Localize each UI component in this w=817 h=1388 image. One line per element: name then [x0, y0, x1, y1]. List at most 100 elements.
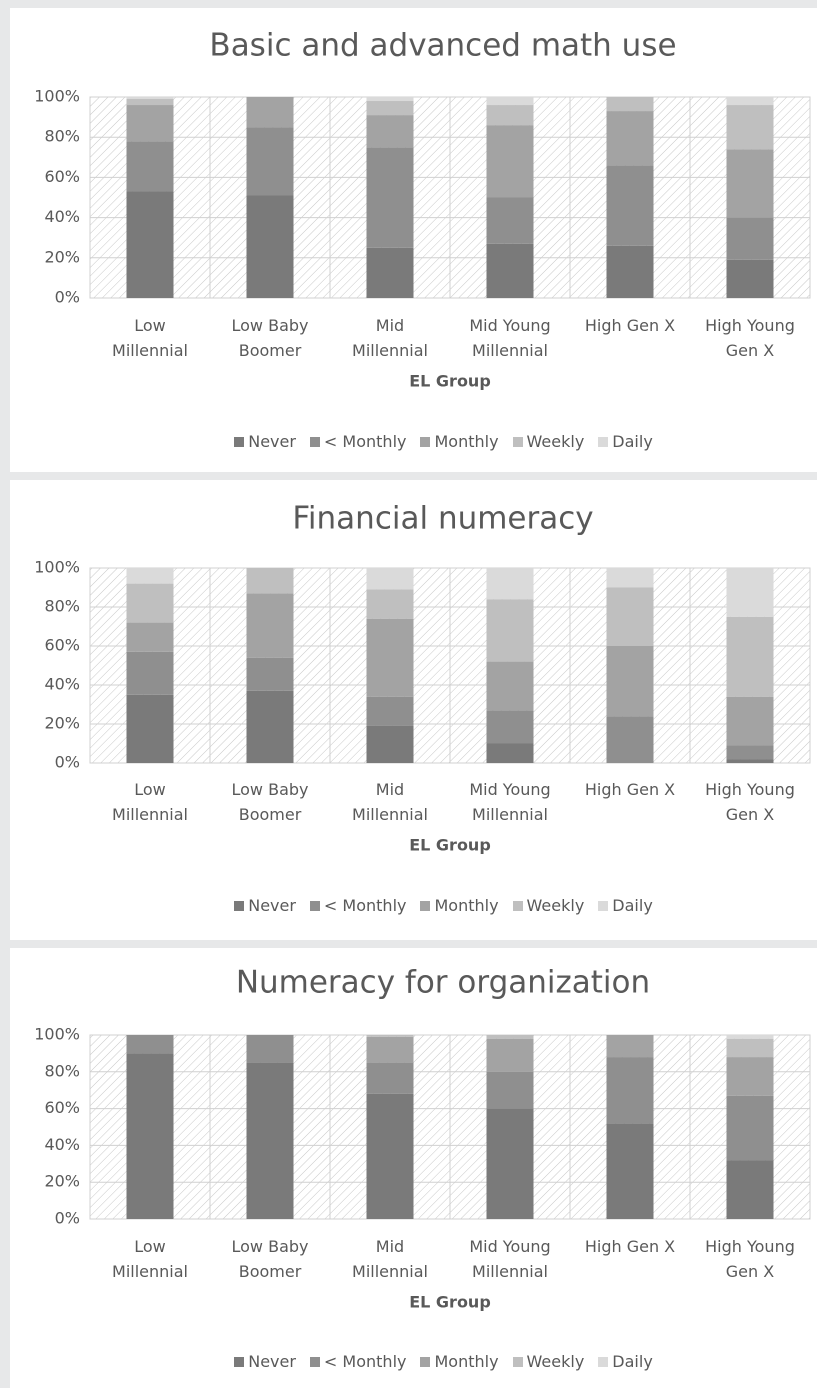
legend-label: < Monthly [323, 896, 407, 915]
bar-segment [486, 1038, 534, 1072]
bar-segment [126, 622, 174, 652]
legend-item: Daily [598, 432, 653, 451]
y-tick-label: 40% [44, 675, 80, 694]
chart-title: Financial numeracy [292, 501, 593, 537]
bar-segment [726, 1035, 774, 1039]
legend: Never < Monthly Monthly Weekly Daily [10, 432, 817, 451]
legend-swatch [420, 437, 431, 447]
chart-panel: Basic and advanced math use 0% 20% 40% 60% 80… [10, 8, 817, 472]
legend-label: < Monthly [323, 432, 407, 451]
x-tick-label: Mid Millennial [352, 316, 428, 360]
bar-segment [606, 165, 654, 246]
bar-segment [246, 568, 294, 594]
bar-segment [366, 725, 414, 763]
bar-segment [126, 1053, 174, 1219]
x-tick-label: Mid Young Millennial [469, 316, 551, 360]
legend-swatch [420, 1357, 431, 1367]
bar-segment [486, 1108, 534, 1219]
bar-segment [366, 1036, 414, 1063]
bar-segment [366, 589, 414, 619]
y-tick-label: 20% [44, 714, 80, 733]
bar-segment [606, 587, 654, 646]
bar-segment [366, 1035, 414, 1037]
bar-segment [726, 1160, 774, 1219]
legend-swatch [234, 1357, 245, 1367]
chart: Numeracy for organization 0% 20% 40% 60% 80% 1… [34, 965, 811, 1312]
legend-swatch [598, 1357, 609, 1367]
bar-segment [726, 1095, 774, 1161]
bar-segment [486, 599, 534, 662]
legend-label: Never [248, 896, 296, 915]
bar-segment [126, 191, 174, 298]
bar-segment [126, 694, 174, 763]
y-tick-label: 60% [44, 636, 80, 655]
bar-segment [246, 1035, 294, 1063]
x-tick-label: High Gen X [584, 316, 676, 335]
y-tick-label: 60% [44, 1098, 80, 1117]
bar-segment [366, 147, 414, 248]
legend-label: Daily [612, 896, 653, 915]
legend-label: < Monthly [323, 1352, 407, 1371]
y-tick-label: 80% [44, 127, 80, 146]
legend-swatch [512, 1357, 523, 1367]
legend-label: Daily [612, 1352, 653, 1371]
bar-segment [486, 661, 534, 711]
bar-segment [726, 696, 774, 746]
x-tick-label: High Young Gen X [705, 780, 795, 824]
bar-segment [366, 115, 414, 148]
legend-item: Never [234, 1352, 296, 1371]
bar-segment [726, 149, 774, 218]
bar-segment [246, 195, 294, 298]
y-tick-label: 80% [44, 1061, 80, 1080]
y-tick-label: 80% [44, 597, 80, 616]
bar-segment [366, 247, 414, 298]
bar-segment [486, 197, 534, 244]
legend-label: Weekly [526, 432, 585, 451]
legend-item: < Monthly [309, 896, 407, 915]
bar-segment [366, 1062, 414, 1094]
bar-segment [366, 696, 414, 726]
bar-segment [486, 568, 534, 600]
y-tick-label: 100% [34, 87, 80, 106]
bar-segment [606, 245, 654, 298]
x-tick-label: Low Millennial [112, 780, 188, 824]
legend-item: Never [234, 896, 296, 915]
bar-segment [126, 105, 174, 142]
bar-segment [726, 97, 774, 106]
y-tick-label: 0% [55, 1209, 80, 1228]
x-tick-label: Mid Millennial [352, 1237, 428, 1281]
legend-label: Monthly [434, 1352, 499, 1371]
bar-segment [486, 243, 534, 298]
x-tick-label: Low Baby Boomer [231, 1237, 309, 1281]
bar-segment [726, 217, 774, 260]
x-tick-label: High Gen X [584, 780, 676, 799]
bar-segment [486, 125, 534, 198]
y-tick-label: 100% [34, 558, 80, 577]
legend-item: Weekly [512, 432, 585, 451]
bar-segment [246, 97, 294, 128]
legend: Never < Monthly Monthly Weekly Daily [10, 896, 817, 915]
bar-segment [726, 616, 774, 697]
bar-segment [126, 583, 174, 623]
bar-segment [606, 568, 654, 588]
bar-segment [606, 111, 654, 166]
x-tick-label: Low Millennial [112, 1237, 188, 1281]
bar-segment [726, 1057, 774, 1096]
bar-segment [606, 716, 654, 763]
legend-swatch [512, 901, 523, 911]
bar-segment [606, 1057, 654, 1124]
x-axis-title: EL Group [409, 836, 491, 855]
x-tick-label: Mid Millennial [352, 780, 428, 824]
bar-segment [126, 568, 174, 584]
bar-segment [366, 568, 414, 590]
legend-label: Weekly [526, 896, 585, 915]
legend-label: Never [248, 1352, 296, 1371]
bar-segment [246, 127, 294, 196]
x-tick-label: High Young Gen X [705, 1237, 795, 1281]
bar-segment [726, 759, 774, 763]
bar-segment [246, 690, 294, 763]
legend-label: Monthly [434, 896, 499, 915]
legend: Never < Monthly Monthly Weekly Daily [10, 1352, 817, 1371]
x-tick-label: High Gen X [584, 1237, 676, 1256]
